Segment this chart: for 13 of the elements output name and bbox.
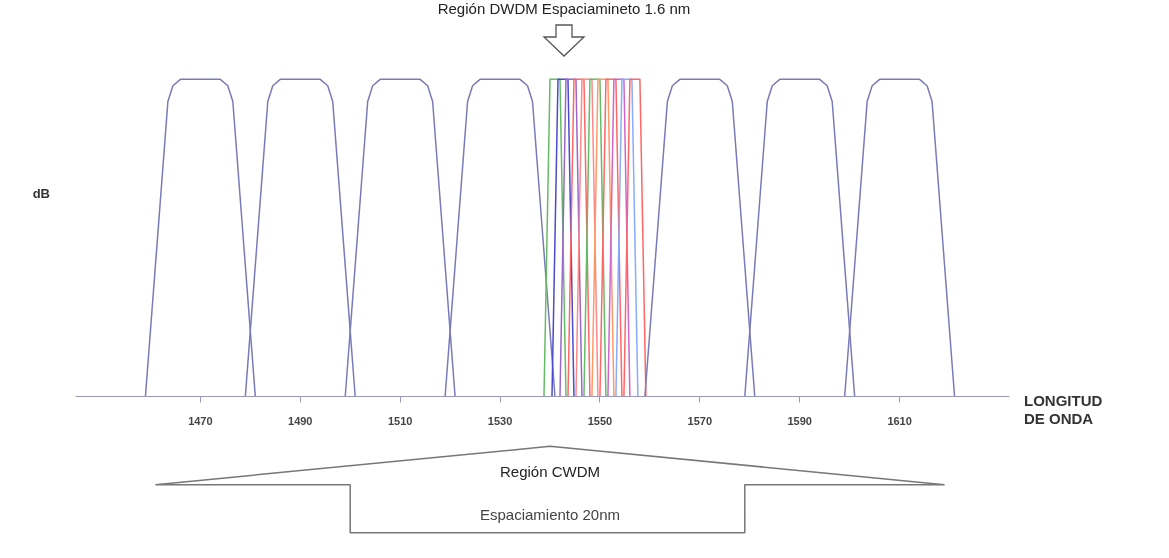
x-tick-label: 1470 bbox=[188, 414, 213, 427]
x-tick-label: 1550 bbox=[587, 414, 613, 427]
text: Región CWDM bbox=[499, 462, 601, 480]
x-tick-label: 1610 bbox=[887, 414, 912, 427]
x-tick-label: 1590 bbox=[787, 414, 812, 427]
x-axis-title: LONGITUD DE ONDA bbox=[1024, 392, 1103, 428]
x-tick-label: 1530 bbox=[487, 414, 513, 427]
text: Espaciamiento 20nm bbox=[479, 506, 621, 524]
x-tick-label: 1510 bbox=[387, 414, 413, 427]
y-axis-title: dB bbox=[32, 185, 50, 203]
x-tick-label: 1570 bbox=[687, 414, 713, 427]
x-tick-label: 1490 bbox=[288, 414, 313, 427]
text: Región DWDM Espaciamineto 1.6 nm bbox=[436, 0, 692, 18]
